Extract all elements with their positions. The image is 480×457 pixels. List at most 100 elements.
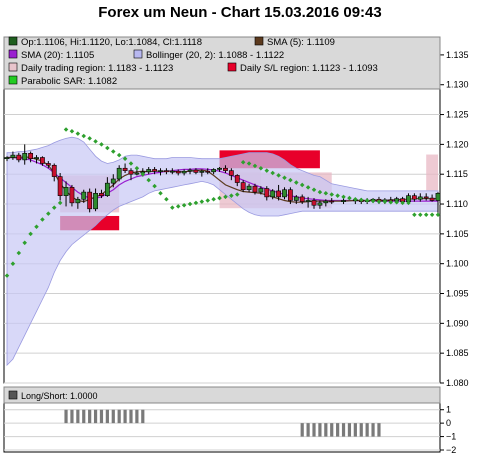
long-short-bar	[117, 409, 121, 424]
long-short-bar	[111, 409, 115, 424]
y-tick-label: 1.095	[446, 289, 469, 299]
sub-y-axis: 1 0 −1 −2	[440, 405, 456, 455]
candle-body	[99, 192, 104, 196]
y-tick-label: 1.130	[446, 80, 469, 90]
candlesticks	[4, 144, 441, 214]
sar-dot	[116, 152, 122, 158]
candle-body	[16, 154, 22, 161]
candle-body	[311, 200, 317, 206]
long-short-bar	[318, 423, 322, 437]
candle-body	[169, 170, 175, 173]
long-short-bar	[330, 423, 334, 437]
sub-legend-box	[3, 386, 441, 404]
long-short-bar	[123, 409, 127, 424]
candle-body	[341, 200, 346, 202]
legend-swatch	[8, 62, 18, 72]
sar-dot	[81, 133, 87, 139]
sar-dot	[111, 149, 116, 154]
candle-body	[104, 182, 110, 196]
long-short-bar	[377, 423, 381, 437]
legend-label: Daily trading region: 1.1183 - 1.1123	[21, 63, 173, 74]
long-short-bar	[135, 409, 139, 424]
candle-body	[223, 167, 228, 171]
candle-body	[193, 169, 199, 173]
candle-body	[205, 170, 211, 173]
candle-body	[270, 190, 276, 198]
legend-label: SMA (5): 1.1109	[267, 37, 335, 48]
legend-label: SMA (20): 1.1105	[21, 50, 94, 61]
sar-dot	[99, 142, 104, 147]
candle-body	[240, 182, 246, 191]
legend-swatch	[254, 36, 264, 46]
candle-body	[293, 196, 299, 201]
sar-dot	[376, 199, 382, 204]
main-y-axis: 1.135 1.130 1.125 1.120 1.115 1.110 1.105 1.100…	[440, 50, 469, 388]
candle-body	[75, 198, 81, 204]
long-short-bar	[93, 409, 98, 424]
candle-body	[93, 192, 98, 210]
long-short-bar	[336, 423, 340, 437]
candle-body	[429, 197, 435, 201]
candle-body	[252, 185, 258, 193]
candle-body	[246, 185, 252, 191]
candle-body	[329, 200, 335, 203]
sub-y-tick-label: 0	[446, 418, 451, 428]
candle-body	[81, 191, 87, 200]
y-tick-label: 1.085	[446, 348, 469, 358]
candle-body	[40, 157, 45, 164]
legend-box	[3, 36, 441, 90]
candle-body	[146, 169, 152, 173]
candle-body	[234, 175, 240, 183]
long-short-bar	[359, 423, 363, 437]
sar-dot	[34, 224, 39, 229]
legend-label: Daily S/L region: 1.1123 - 1.1093	[240, 63, 378, 74]
candle-body	[158, 170, 163, 172]
long-short-bar	[105, 409, 109, 424]
candle-body	[51, 164, 57, 177]
chart-title: Forex um Neun - Chart 15.03.2016 09:43	[98, 4, 382, 21]
candle-body	[22, 153, 28, 161]
candle-body	[423, 196, 429, 199]
candle-body	[217, 167, 222, 170]
candle-body	[211, 169, 217, 173]
sar-dot	[418, 212, 423, 218]
y-tick-label: 1.100	[446, 259, 469, 269]
sar-dot	[382, 199, 388, 204]
long-short-bar	[347, 423, 352, 437]
candle-body	[305, 200, 311, 202]
sar-dot	[276, 173, 281, 178]
y-tick-label: 1.090	[446, 318, 469, 328]
long-short-bar	[129, 409, 133, 424]
candle-body	[299, 196, 305, 202]
long-short-bar	[64, 409, 68, 424]
legend-swatch	[8, 36, 18, 46]
candle-body	[110, 178, 116, 184]
sar-dot	[69, 128, 75, 134]
candle-body	[187, 169, 193, 172]
candle-body	[228, 170, 234, 176]
long-short-bar	[88, 409, 92, 424]
sub-y-tick-label: −2	[446, 445, 456, 455]
sar-dot	[364, 198, 370, 203]
legend-label: Bollinger (20, 2): 1.1088 - 1.1122	[146, 50, 284, 61]
legend-label: Parabolic SAR: 1.1082	[21, 76, 117, 87]
candle-body	[152, 169, 158, 172]
sar-dot	[75, 131, 81, 136]
candle-body	[181, 170, 187, 174]
long-short-bar	[76, 409, 80, 424]
sub-y-tick-label: 1	[446, 405, 451, 415]
y-tick-label: 1.110	[446, 199, 468, 209]
legend-swatch	[8, 75, 18, 85]
long-short-swatch	[8, 390, 18, 400]
sar-dot	[288, 177, 293, 183]
candle-body	[317, 202, 323, 206]
candle-body	[435, 192, 441, 201]
candle-body	[199, 170, 205, 173]
y-tick-label: 1.080	[446, 378, 469, 388]
long-short-bar	[341, 423, 346, 437]
long-short-bar	[312, 423, 316, 437]
candle-body	[276, 190, 281, 198]
long-short-bar	[300, 423, 304, 437]
y-tick-label: 1.115	[446, 169, 468, 179]
long-short-bar	[70, 409, 74, 424]
